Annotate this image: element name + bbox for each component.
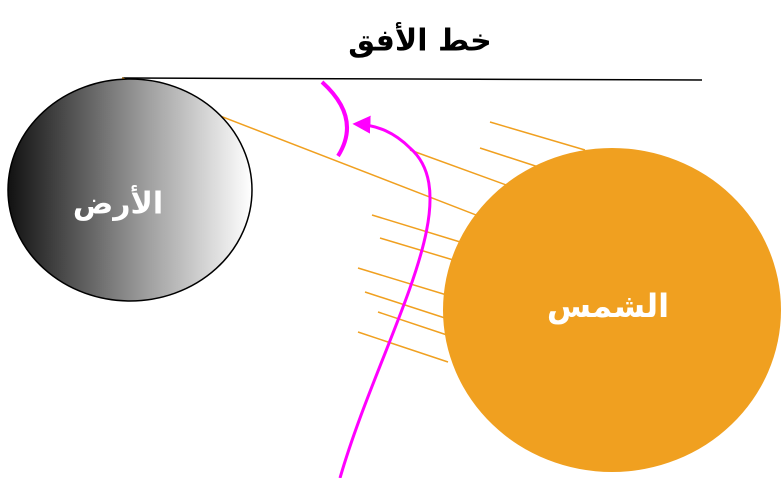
ray	[358, 268, 450, 296]
angle-arc	[322, 82, 347, 156]
refraction-arrow	[340, 124, 430, 478]
ray	[490, 122, 585, 150]
title: خط الأفق	[348, 22, 492, 59]
sun-label: الشمس	[547, 287, 669, 325]
page: خط الأفق الأرض الشمس (() => { const data…	[0, 0, 781, 478]
diagram: خط الأفق الأرض الشمس	[0, 0, 781, 478]
ray	[358, 332, 448, 362]
earth-label: الأرض	[73, 185, 163, 222]
horizon-line	[122, 78, 702, 80]
